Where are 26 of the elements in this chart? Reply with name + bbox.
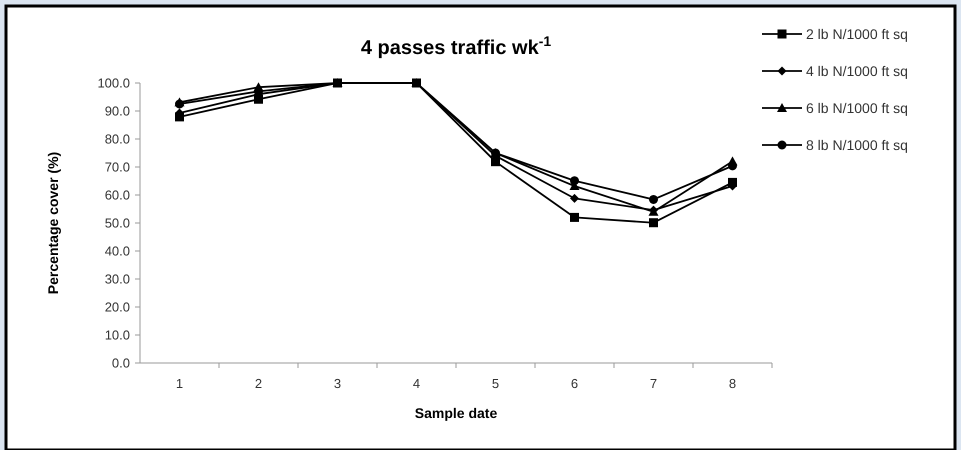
y-tick-label: 60.0	[104, 188, 130, 203]
x-tick-label: 1	[176, 376, 184, 391]
y-tick-label: 70.0	[104, 160, 130, 175]
y-tick-label: 30.0	[104, 272, 130, 287]
legend-label: 4 lb N/1000 ft sq	[806, 62, 908, 79]
x-tick-label: 8	[728, 376, 736, 391]
y-tick-label: 0.0	[112, 356, 130, 371]
x-tick-label: 3	[334, 376, 342, 391]
legend-label: 8 lb N/1000 ft sq	[806, 136, 908, 153]
x-tick-label: 7	[650, 376, 658, 391]
y-tick-label: 20.0	[104, 300, 130, 315]
y-tick-label: 40.0	[104, 244, 130, 259]
legend-label: 6 lb N/1000 ft sq	[806, 100, 908, 116]
legend-label: 2 lb N/1000 ft sq	[806, 26, 908, 42]
x-axis-title: Sample date	[414, 405, 498, 421]
x-tick-label: 2	[254, 376, 262, 391]
x-tick-label: 5	[492, 376, 500, 391]
x-tick-label: 4	[412, 376, 420, 391]
y-tick-label: 50.0	[104, 216, 130, 231]
y-tick-label: 10.0	[104, 328, 130, 343]
chart-title: 4 passes traffic wk$^{-1}$	[360, 33, 552, 59]
y-tick-label: 80.0	[104, 132, 130, 147]
x-tick-label: 6	[570, 376, 578, 391]
y-tick-label: 100.0	[97, 76, 130, 91]
y-axis-title: Percentage cover (%)	[45, 152, 61, 294]
y-tick-label: 90.0	[104, 104, 130, 119]
